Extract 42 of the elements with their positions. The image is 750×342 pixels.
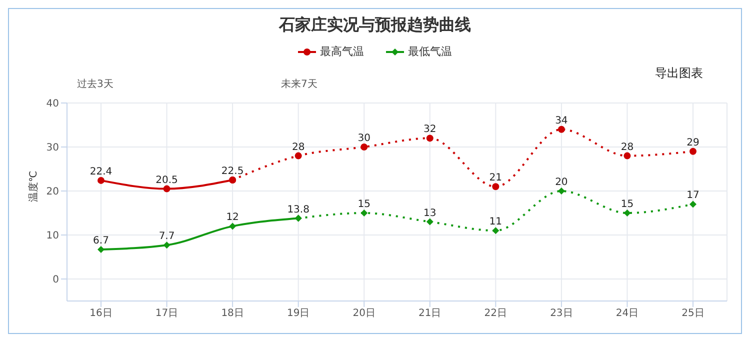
x-tick-label: 25日 [682,308,704,320]
x-tick-label: 24日 [616,308,639,320]
data-label: 20.5 [156,174,178,186]
text: 未来7天 [281,78,318,91]
x-tick-label: 23日 [550,308,573,320]
data-label: 28 [292,142,305,153]
y-tick-label: 20 [46,186,59,198]
data-label: 28 [620,142,634,153]
x-tick-label: 18日 [221,308,244,320]
data-label: 11 [489,216,502,228]
data-label: 7.7 [158,231,175,242]
x-tick-label: 22日 [484,308,508,320]
chart-title: 石家庄实况与预报趋势曲线 [278,15,472,36]
x-tick-label: 17日 [155,308,178,320]
y-axis-title: 温度℃ [28,170,40,202]
data-label: 12 [226,212,239,224]
y-tick-label: 30 [46,142,59,154]
data-label: 34 [555,115,568,126]
data-label: 13.8 [287,204,310,216]
text: 过去3天 [77,78,114,91]
x-tick-label: 20日 [352,308,376,320]
legend-label: 最低气温 [407,44,452,59]
x-tick-label: 21日 [418,308,442,320]
legend-label: 最高气温 [319,44,364,59]
data-label: 20 [555,177,568,188]
x-tick-label: 19日 [286,308,310,320]
data-label: 22.5 [221,166,244,177]
data-label: 22.4 [90,166,112,178]
y-tick-label: 0 [52,274,59,286]
data-label: 6.7 [93,236,109,247]
data-label: 17 [686,190,700,202]
data-label: 15 [358,199,370,210]
data-label: 21 [489,172,502,184]
text: 导出图表 [655,65,703,82]
data-label: 13 [424,208,436,219]
y-tick-label: 40 [46,98,59,110]
data-label: 29 [686,137,700,148]
x-tick-label: 16日 [90,308,112,320]
data-label: 32 [424,124,436,136]
data-label: 15 [620,199,634,210]
data-label: 30 [358,133,370,144]
y-tick-label: 10 [46,230,59,242]
